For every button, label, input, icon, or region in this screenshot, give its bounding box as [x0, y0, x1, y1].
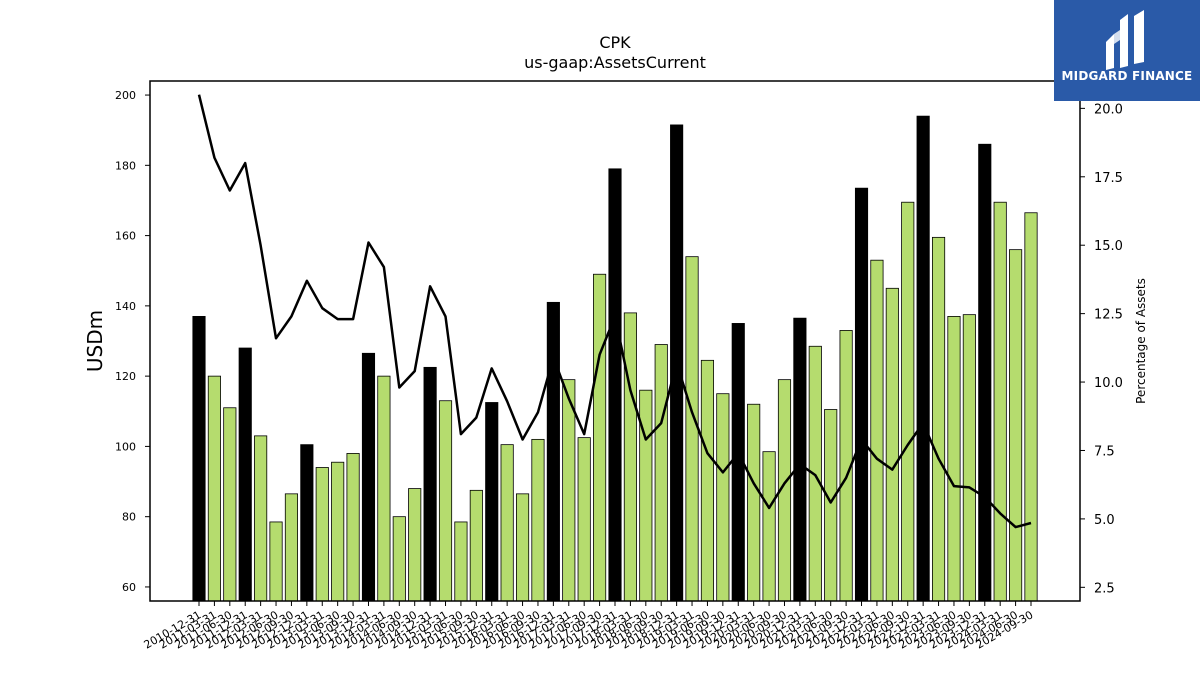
- bar-2024-09-30: [1024, 212, 1038, 602]
- bar-2013-03-31: [315, 467, 329, 602]
- bar-2017-03-31: [562, 379, 576, 602]
- right-tick-label: 12.5: [1094, 308, 1123, 323]
- bar-2019-09-30: [716, 393, 730, 602]
- bar-2018-09-30: [654, 344, 668, 602]
- bar-2021-06-30: [824, 409, 838, 602]
- bar-2023-06-30: [947, 316, 961, 602]
- bar-2014-12-31: [423, 366, 437, 602]
- right-tick-label: 5.0: [1094, 513, 1115, 528]
- x-axis: 2010-12-312011-03-312011-06-302011-12-31…: [142, 601, 1036, 652]
- bar-2015-09-30: [469, 489, 483, 602]
- chart-title: CPK: [599, 33, 631, 52]
- bar-2015-06-30: [454, 521, 468, 602]
- logo-text: MIDGARD FINANCE: [1061, 69, 1193, 83]
- left-axis: 60 80 100 120 140 160 180 200: [115, 89, 150, 594]
- bar-2014-06-30: [392, 516, 406, 602]
- bar-2023-12-31: [978, 143, 992, 602]
- left-tick-label: 120: [115, 370, 136, 383]
- bar-2011-03-31: [207, 375, 221, 602]
- bar-2012-03-31: [254, 435, 268, 602]
- bar-2023-09-30: [962, 314, 976, 602]
- percentage-line: [197, 94, 1032, 529]
- right-tick-label: 20.0: [1094, 102, 1123, 117]
- right-tick-label: 2.5: [1094, 581, 1115, 596]
- bar-2012-06-30: [269, 521, 283, 602]
- bar-2016-09-30: [531, 438, 545, 602]
- logo-mark-icon: [1106, 10, 1144, 70]
- bar-2010-12-31: [192, 316, 206, 602]
- right-axis-label: Percentage of Assets: [1134, 278, 1148, 404]
- bar-2019-06-30: [700, 359, 715, 602]
- bar-2022-12-31: [916, 115, 930, 602]
- bar-2016-03-31: [500, 444, 514, 602]
- bar-2015-12-31: [485, 402, 499, 602]
- right-tick-label: 7.5: [1094, 444, 1115, 459]
- bar-2022-09-30: [901, 201, 915, 602]
- bar-2016-06-30: [515, 493, 530, 602]
- bar-2020-12-31: [793, 317, 807, 602]
- bar-2017-09-30: [593, 273, 607, 602]
- left-tick-label: 100: [115, 440, 136, 453]
- bar-2024-06-30: [1009, 249, 1023, 602]
- bar-2013-06-30: [331, 461, 345, 602]
- bar-2020-06-30: [762, 451, 776, 602]
- logo: MIDGARD FINANCE: [1054, 0, 1200, 101]
- percentage-line-layer: [197, 94, 1032, 529]
- left-tick-label: 160: [115, 230, 136, 243]
- right-tick-label: 17.5: [1094, 171, 1123, 186]
- bar-2012-12-31: [300, 444, 314, 602]
- bar-2020-03-31: [747, 403, 761, 602]
- chart-subtitle: us-gaap:AssetsCurrent: [524, 53, 706, 72]
- bar-2019-03-31: [685, 256, 699, 602]
- bars-layer: [192, 115, 1038, 602]
- left-tick-label: 60: [122, 581, 136, 594]
- right-tick-label: 15.0: [1094, 239, 1123, 254]
- bar-2021-12-31: [854, 187, 869, 602]
- bar-2018-03-31: [623, 312, 637, 602]
- bar-2011-12-31: [238, 347, 252, 602]
- bar-2023-03-31: [931, 236, 946, 602]
- left-tick-label: 140: [115, 300, 136, 313]
- bar-2014-03-31: [377, 375, 391, 602]
- bar-2014-09-30: [408, 488, 422, 602]
- bar-2017-12-31: [608, 168, 622, 602]
- bar-2016-12-31: [546, 301, 560, 602]
- left-tick-label: 80: [122, 511, 136, 524]
- bar-2022-03-31: [870, 259, 884, 602]
- bar-2013-09-30: [346, 453, 360, 602]
- left-tick-label: 180: [115, 159, 136, 172]
- bar-2024-03-31: [993, 201, 1007, 602]
- bar-2012-09-30: [284, 493, 299, 602]
- bar-2017-06-30: [577, 437, 591, 602]
- bar-2013-12-31: [361, 352, 376, 602]
- left-axis-label: USDm: [83, 310, 107, 372]
- left-tick-label: 200: [115, 89, 136, 102]
- bar-2011-06-30: [223, 407, 237, 602]
- right-tick-label: 10.0: [1094, 376, 1123, 391]
- bar-2015-03-31: [438, 400, 453, 602]
- right-axis: 2.5 5.0 7.5 10.0 12.5 15.0 17.5 20.0: [1080, 102, 1123, 596]
- bar-2022-06-30: [885, 287, 899, 602]
